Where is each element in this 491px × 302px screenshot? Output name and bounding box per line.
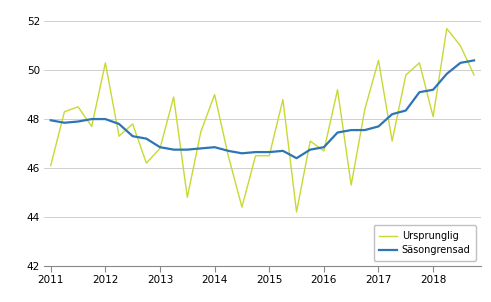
- Säsongrensad: [61, 121, 67, 124]
- Ursprunglig: [130, 122, 136, 126]
- Ursprunglig: [212, 93, 218, 96]
- Säsongrensad: [416, 90, 422, 94]
- Säsongrensad: [75, 120, 81, 123]
- Ursprunglig: [280, 98, 286, 101]
- Säsongrensad: [89, 117, 95, 121]
- Ursprunglig: [48, 164, 54, 167]
- Säsongrensad: [198, 146, 204, 150]
- Ursprunglig: [75, 105, 81, 109]
- Ursprunglig: [171, 95, 177, 99]
- Säsongrensad: [130, 134, 136, 138]
- Säsongrensad: [225, 149, 231, 153]
- Ursprunglig: [403, 73, 409, 77]
- Säsongrensad: [307, 148, 313, 151]
- Säsongrensad: [348, 128, 354, 132]
- Ursprunglig: [416, 61, 422, 65]
- Ursprunglig: [61, 110, 67, 114]
- Säsongrensad: [389, 112, 395, 116]
- Line: Säsongrensad: Säsongrensad: [51, 60, 474, 158]
- Säsongrensad: [171, 148, 177, 151]
- Säsongrensad: [239, 152, 245, 155]
- Ursprunglig: [430, 115, 436, 118]
- Ursprunglig: [116, 134, 122, 138]
- Line: Ursprunglig: Ursprunglig: [51, 29, 474, 212]
- Säsongrensad: [116, 122, 122, 126]
- Säsongrensad: [334, 131, 340, 134]
- Ursprunglig: [239, 205, 245, 209]
- Ursprunglig: [143, 161, 149, 165]
- Ursprunglig: [157, 146, 163, 150]
- Ursprunglig: [294, 210, 300, 214]
- Ursprunglig: [389, 139, 395, 143]
- Ursprunglig: [184, 195, 190, 199]
- Säsongrensad: [294, 156, 300, 160]
- Ursprunglig: [307, 139, 313, 143]
- Ursprunglig: [253, 154, 259, 158]
- Säsongrensad: [266, 150, 272, 154]
- Ursprunglig: [362, 108, 368, 111]
- Säsongrensad: [444, 72, 450, 76]
- Ursprunglig: [103, 61, 109, 65]
- Säsongrensad: [143, 137, 149, 140]
- Säsongrensad: [48, 118, 54, 122]
- Ursprunglig: [89, 125, 95, 128]
- Säsongrensad: [471, 59, 477, 62]
- Säsongrensad: [184, 148, 190, 151]
- Ursprunglig: [266, 154, 272, 158]
- Ursprunglig: [321, 149, 327, 153]
- Ursprunglig: [471, 73, 477, 77]
- Säsongrensad: [212, 145, 218, 149]
- Säsongrensad: [376, 125, 382, 128]
- Ursprunglig: [444, 27, 450, 31]
- Ursprunglig: [376, 59, 382, 62]
- Säsongrensad: [321, 145, 327, 149]
- Säsongrensad: [430, 88, 436, 92]
- Legend: Ursprunglig, Säsongrensad: Ursprunglig, Säsongrensad: [374, 225, 476, 261]
- Säsongrensad: [458, 61, 464, 65]
- Ursprunglig: [334, 88, 340, 92]
- Ursprunglig: [198, 130, 204, 133]
- Säsongrensad: [362, 128, 368, 132]
- Säsongrensad: [280, 149, 286, 153]
- Ursprunglig: [225, 154, 231, 158]
- Säsongrensad: [403, 109, 409, 112]
- Ursprunglig: [348, 183, 354, 187]
- Säsongrensad: [103, 117, 109, 121]
- Säsongrensad: [157, 145, 163, 149]
- Ursprunglig: [458, 44, 464, 47]
- Säsongrensad: [253, 150, 259, 154]
